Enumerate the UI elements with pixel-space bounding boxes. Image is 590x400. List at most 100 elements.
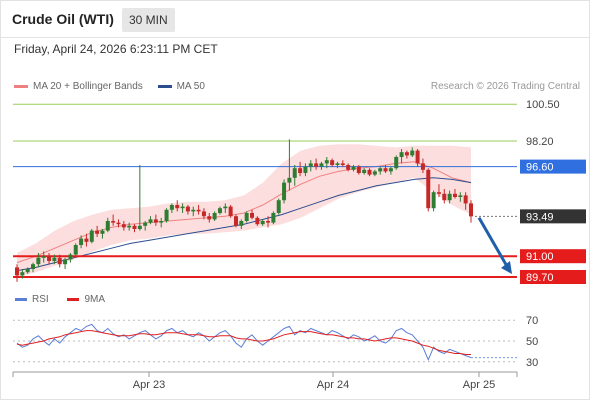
credit-text: Research © 2026 Trading Central [430, 81, 580, 92]
candle-body [148, 219, 153, 223]
candle-body [340, 163, 345, 165]
candle-body [351, 166, 356, 170]
candle-body [458, 195, 463, 197]
main-legend: MA 20 + Bollinger Bands MA 50 [14, 81, 217, 92]
candle-body [84, 238, 89, 242]
legend-item-ma50: MA 50 [157, 81, 205, 92]
legend-swatch-9ma [67, 297, 80, 301]
legend-label-bollinger: MA 20 + Bollinger Bands [33, 81, 143, 92]
candle-body [415, 150, 420, 164]
candle-body [68, 254, 73, 260]
candle-body [442, 193, 447, 201]
level-label-98-20: 98.20 [526, 136, 554, 148]
candle-body [233, 216, 238, 226]
candle-body [73, 245, 78, 255]
candle-body [260, 221, 265, 225]
header-divider [1, 37, 589, 38]
legend-swatch-ma50 [157, 84, 172, 88]
candle-body [20, 272, 25, 276]
legend-swatch-bollinger [14, 84, 28, 88]
candle-body [276, 200, 281, 213]
candle-body [105, 221, 110, 231]
level-label-91-00-box [520, 249, 586, 264]
candle-body [100, 230, 105, 234]
candle-body [356, 166, 361, 173]
time-tick-label: Apr 23 [133, 379, 165, 391]
candle-body [324, 160, 329, 164]
candle-body [191, 209, 196, 212]
candle-body [212, 213, 217, 220]
candle-body [463, 195, 468, 204]
timestamp: Friday, April 24, 2026 6:23:11 PM CET [14, 42, 218, 56]
candle-body [346, 165, 351, 170]
candle-body [399, 152, 404, 157]
candle-body [169, 205, 174, 210]
rsi-9ma-line [16, 330, 471, 355]
candle-body [57, 257, 62, 265]
candle-body [153, 219, 158, 223]
candle-body [180, 206, 185, 209]
rsi-line [16, 323, 472, 361]
candle-body [266, 221, 271, 223]
forecast-arrow-shaft [477, 217, 510, 269]
candle-body [79, 238, 84, 245]
candle-body [52, 257, 57, 261]
rsi-tick-label: 70 [526, 315, 538, 327]
candle-body [121, 224, 126, 228]
level-label-96-60: 96.60 [526, 162, 554, 174]
candle-body [25, 269, 30, 273]
forecast-arrow-head [501, 261, 512, 274]
candle-body [89, 230, 94, 242]
candle-body [362, 169, 367, 173]
candle-body [431, 192, 436, 209]
candle-body [41, 256, 46, 258]
candle-body [378, 168, 383, 172]
legend-item-9ma: 9MA [67, 294, 105, 305]
candle-body [319, 163, 324, 167]
level-label-96-60-box [520, 159, 586, 174]
candle-body [116, 222, 121, 225]
candle-body [282, 182, 287, 201]
timeframe-badge[interactable]: 30 MIN [122, 8, 175, 32]
candle-body [394, 157, 399, 169]
bollinger-band-area [17, 144, 471, 277]
candle-body [410, 150, 415, 156]
candle-body [15, 267, 19, 276]
candle-body [143, 222, 148, 226]
candle-body [303, 166, 308, 173]
candle-body [228, 206, 233, 217]
candle-body [314, 163, 319, 167]
candle-body [63, 259, 68, 265]
time-tick-label: Apr 25 [463, 379, 495, 391]
candle-body [420, 163, 425, 170]
candle-body [159, 221, 164, 223]
candle-body [367, 169, 372, 175]
level-label-91-00: 91.00 [526, 251, 554, 263]
candle-body [175, 205, 180, 209]
level-label-89-70-box [520, 270, 586, 284]
candle-body [426, 169, 431, 209]
candle-body [404, 152, 409, 156]
candle-body [292, 168, 297, 178]
candle-body [244, 213, 249, 221]
candle-body [271, 213, 276, 223]
candle-body [47, 256, 52, 261]
candle-body [111, 221, 116, 223]
candle-body [201, 211, 206, 217]
candle-body [298, 168, 303, 173]
candle-body [308, 163, 313, 167]
candle-body [250, 213, 255, 218]
candle-body [255, 217, 260, 225]
candle-body [383, 168, 388, 172]
legend-swatch-rsi [15, 297, 27, 301]
candle-body [388, 168, 393, 172]
level-label-93-49: 93.49 [526, 211, 554, 223]
rsi-tick-label: 30 [526, 357, 538, 369]
candle-body [132, 225, 137, 229]
legend-label-ma50: MA 50 [176, 81, 205, 92]
legend-item-rsi: RSI [15, 294, 49, 305]
legend-label-9ma: 9MA [84, 294, 106, 305]
candle-body [452, 193, 457, 197]
candle-body [95, 230, 100, 234]
